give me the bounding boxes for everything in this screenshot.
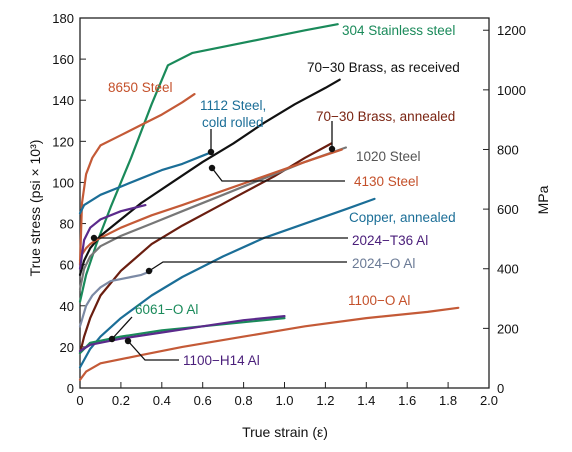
series-line-0 (78, 23, 339, 303)
curve-label-2-line2: cold rolled (202, 115, 264, 130)
leader-dot-6 (124, 337, 132, 345)
y-tick-label: 160 (52, 52, 74, 67)
series-line-8 (78, 204, 147, 270)
y-tick-label-mpa: 0 (497, 381, 504, 396)
y-tick-label: 0 (67, 381, 74, 396)
y-tick-label: 140 (52, 93, 74, 108)
series-line-10 (78, 317, 286, 355)
leader-dot-3 (90, 234, 98, 242)
leader-line-6 (127, 340, 179, 361)
y-axis-label-left: True stress (psi × 10³) (27, 140, 43, 277)
y-tick-label: 80 (60, 217, 74, 232)
y-tick-label-mpa: 400 (497, 262, 519, 277)
x-tick-label: 0 (76, 393, 83, 408)
series-line-7 (78, 197, 376, 369)
curve-labels: 304 Stainless steel 8650 Steel 1112 Steel,… (108, 23, 460, 368)
y-tick-label: 60 (60, 258, 74, 273)
leader-dot-4 (145, 267, 153, 275)
leader-lines (90, 121, 348, 361)
curve-label-4: 70−30 Brass, annealed (316, 109, 455, 124)
x-tick-label: 1.0 (275, 393, 293, 408)
curve-label-1: 8650 Steel (108, 80, 173, 95)
curve-label-2: 1112 Steel, (200, 98, 266, 113)
x-tick-label: 0.6 (194, 393, 212, 408)
leader-line-4 (148, 261, 347, 272)
curve-label-0: 304 Stainless steel (342, 23, 455, 38)
series-line-6 (78, 148, 343, 262)
y-tick-label-mpa: 1000 (497, 83, 526, 98)
y-tick-label-mpa: 600 (497, 202, 519, 217)
curve-label-8: 2024−T36 Al (352, 233, 428, 248)
y-tick-label: 20 (60, 340, 74, 355)
y-tick-label: 180 (52, 11, 74, 26)
x-tick-label: 1.2 (316, 393, 334, 408)
curve-label-10: 6061−O Al (135, 302, 198, 317)
series-line-1 (78, 93, 196, 266)
y-tick-label-mpa: 1200 (497, 23, 526, 38)
y-tick-label: 100 (52, 175, 74, 190)
series-line-11 (78, 315, 286, 353)
curve-label-9: 2024−O Al (352, 256, 415, 271)
series-line-5 (78, 146, 347, 291)
x-tick-label: 0.4 (153, 393, 171, 408)
x-tick-label: 2.0 (480, 393, 498, 408)
leader-dot-1 (208, 164, 216, 172)
series-line-9 (78, 269, 153, 328)
x-tick-label: 0.8 (235, 393, 253, 408)
curve-label-12: 1100−O Al (348, 293, 410, 308)
curve-label-6: 4130 Steel (354, 174, 419, 189)
leader-dot-0 (207, 148, 215, 156)
x-axis-label: True strain (ε) (242, 424, 328, 440)
x-tick-label: 1.8 (439, 393, 457, 408)
y-axis-label-right: MPa (535, 185, 551, 214)
x-tick-label: 1.6 (398, 393, 416, 408)
curve-label-5: 1020 Steel (356, 149, 421, 164)
y-tick-label-mpa: 800 (497, 142, 519, 157)
axes: 0 0.2 0.4 0.6 0.8 1.0 1.2 1.4 1.6 1.8 2.0020406080… (52, 11, 526, 408)
series-line-3 (78, 78, 341, 276)
curve-label-3: 70−30 Brass, as received (307, 60, 460, 75)
y-tick-label: 40 (60, 299, 74, 314)
x-tick-label: 1.4 (357, 393, 375, 408)
y-tick-label-mpa: 200 (497, 321, 519, 336)
leader-line-5 (111, 316, 133, 340)
leader-dot-5 (108, 335, 116, 343)
leader-dot-2 (328, 145, 336, 153)
series-line-12 (78, 306, 460, 381)
leader-line-1 (211, 167, 345, 182)
y-tick-label: 120 (52, 134, 74, 149)
series-line-2 (78, 150, 214, 215)
curve-label-11: 1100−H14 Al (183, 353, 260, 368)
x-tick-label: 0.2 (112, 393, 130, 408)
curves (78, 23, 460, 381)
curve-label-7: Copper, annealed (349, 210, 456, 225)
